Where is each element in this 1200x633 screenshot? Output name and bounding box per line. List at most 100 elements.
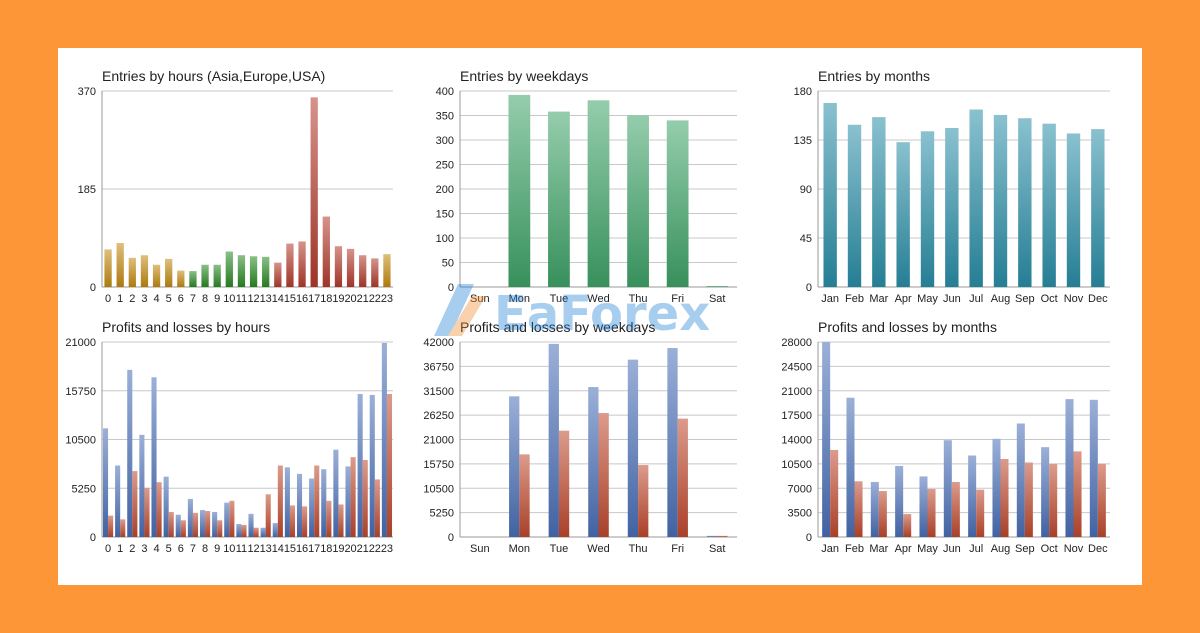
x-tick-label: 3 [141, 293, 147, 305]
profit-bar [199, 510, 206, 537]
profit-bar [919, 476, 928, 537]
x-tick-label: 9 [214, 543, 220, 555]
bar [1018, 118, 1032, 287]
loss-bar [976, 489, 985, 537]
bar [140, 255, 149, 287]
profit-bar [139, 434, 145, 537]
x-tick-label: Jan [821, 543, 839, 555]
x-tick-label: Oct [1041, 543, 1058, 555]
x-tick-label: 4 [154, 543, 160, 555]
y-tick-label: 45 [800, 233, 812, 245]
x-tick-label: Apr [895, 293, 912, 305]
bar [1066, 133, 1081, 287]
profit-bar [224, 502, 230, 537]
y-tick-label: 135 [794, 135, 812, 147]
profit-bar [212, 511, 218, 537]
bar [189, 271, 197, 287]
bar [237, 255, 246, 287]
loss-bar [903, 514, 912, 537]
x-tick-label: 2 [129, 293, 135, 305]
x-tick-label: 19 [332, 543, 344, 555]
profit-bar [309, 478, 315, 537]
x-tick-label: 15 [284, 543, 296, 555]
x-tick-label: Nov [1064, 543, 1084, 555]
x-tick-label: 7 [190, 293, 196, 305]
bar [286, 243, 294, 287]
x-tick-label: Aug [991, 543, 1011, 555]
loss-bar [1000, 459, 1009, 537]
profit-bar [1065, 399, 1074, 537]
y-tick-label: 10500 [65, 435, 96, 447]
bar [945, 128, 959, 287]
profit-bar [357, 394, 363, 537]
loss-bar [374, 479, 380, 537]
profit-bar [187, 498, 193, 537]
chart-title: Entries by months [818, 68, 930, 84]
x-tick-label: 15 [284, 293, 296, 305]
loss-bar [156, 482, 162, 537]
profit-bar [667, 348, 678, 537]
bar [847, 124, 862, 287]
loss-bar [217, 520, 223, 537]
loss-bar [927, 488, 936, 537]
x-tick-label: 23 [381, 293, 393, 305]
x-tick-label: 20 [344, 293, 356, 305]
loss-bar [1073, 451, 1082, 537]
y-tick-label: 42000 [423, 337, 454, 349]
y-tick-label: 50 [442, 258, 454, 270]
x-tick-label: 8 [202, 543, 208, 555]
x-tick-label: May [917, 293, 938, 305]
loss-bar [878, 491, 887, 537]
profit-bar [369, 394, 375, 537]
y-tick-label: 14000 [781, 435, 812, 447]
bar [177, 270, 185, 287]
profit-bar [260, 527, 266, 537]
x-tick-label: Mar [869, 543, 888, 555]
x-tick-label: 5 [166, 543, 172, 555]
x-tick-label: 13 [260, 293, 272, 305]
x-tick-label: 6 [178, 543, 184, 555]
bar [1091, 129, 1105, 287]
x-tick-label: 12 [247, 543, 259, 555]
profit-bar [943, 440, 952, 537]
loss-bar [830, 449, 839, 537]
bar [508, 94, 531, 287]
profit-bar [895, 465, 904, 537]
y-tick-label: 0 [806, 532, 812, 544]
x-tick-label: Wed [587, 543, 609, 555]
x-tick-label: 0 [105, 543, 111, 555]
x-tick-label: 1 [117, 543, 123, 555]
y-tick-label: 0 [806, 282, 812, 294]
y-tick-label: 0 [448, 282, 454, 294]
x-tick-label: Sat [709, 543, 726, 555]
y-tick-label: 17500 [781, 410, 812, 422]
bar [249, 256, 258, 287]
x-tick-label: Dec [1088, 293, 1108, 305]
x-tick-label: Dec [1088, 543, 1108, 555]
y-tick-label: 370 [78, 86, 96, 98]
profit-bar [1041, 447, 1050, 537]
x-tick-label: 13 [260, 543, 272, 555]
profits-losses-by-weekdays-chart: Profits and losses by weekdays 0 5250 1050… [423, 319, 737, 555]
y-tick-label: 10500 [781, 459, 812, 471]
loss-bar [1024, 462, 1033, 537]
bar [225, 251, 233, 287]
bar [993, 114, 1008, 287]
loss-bar [277, 465, 283, 537]
bar [262, 256, 270, 287]
bar [310, 97, 318, 288]
bar [371, 258, 379, 287]
profit-bar [588, 387, 599, 537]
x-tick-label: Wed [587, 293, 609, 305]
x-tick-label: 11 [236, 543, 247, 555]
profit-bar [345, 466, 351, 537]
x-tick-label: Sun [470, 543, 490, 555]
x-tick-label: 22 [369, 293, 381, 305]
x-tick-label: 23 [381, 543, 393, 555]
x-tick-label: 19 [332, 293, 344, 305]
y-tick-label: 5250 [430, 508, 454, 520]
bar [896, 142, 910, 287]
x-tick-label: 7 [190, 543, 196, 555]
profit-bar [627, 359, 639, 537]
